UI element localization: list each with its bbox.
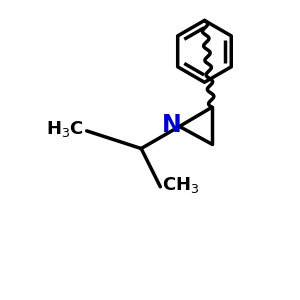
Text: CH$_3$: CH$_3$ bbox=[162, 175, 200, 195]
Text: N: N bbox=[162, 113, 182, 137]
Text: H$_3$C: H$_3$C bbox=[46, 119, 83, 140]
